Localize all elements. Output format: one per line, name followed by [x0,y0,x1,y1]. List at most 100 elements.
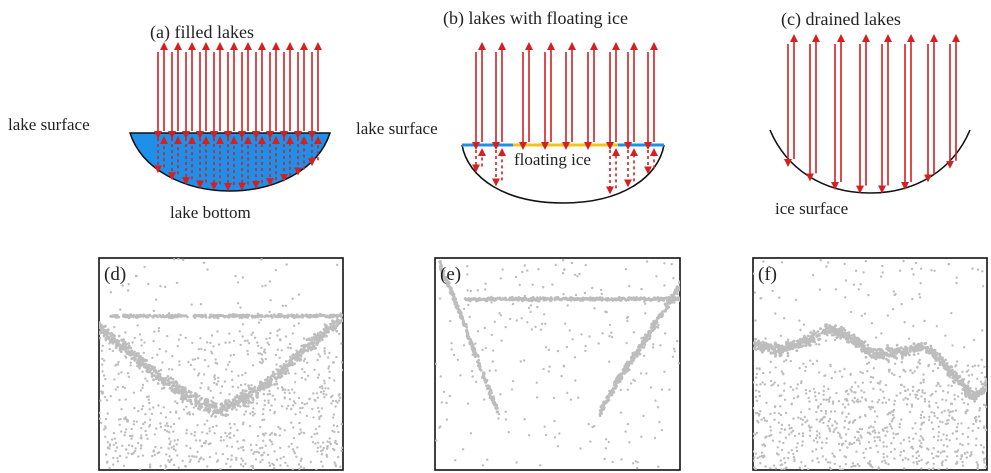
photon-point [763,419,767,422]
photon-point [118,454,122,458]
photon-point [196,374,200,377]
photon-point [124,331,127,334]
photon-point [933,414,936,418]
photon-point [928,400,931,403]
photon-point [205,341,209,344]
photon-point [295,455,298,458]
photon-point [511,380,515,383]
photon-point [446,283,450,286]
photon-point [225,435,229,438]
photon-point [533,297,536,301]
photon-point [323,379,326,382]
photon-point [919,381,922,385]
photon-point [338,399,341,402]
photon-point [850,385,854,389]
photon-point [341,368,343,372]
photon-point [231,403,235,406]
photon-point [827,387,830,391]
photon-point [847,412,850,415]
photon-point [825,326,828,329]
photon-point [251,410,254,414]
photon-point [778,412,781,415]
photon-point [927,448,930,451]
photon-point [241,459,245,462]
photon-point [314,346,318,350]
photon-point [178,363,181,367]
photon-point [521,297,525,301]
photon-point [874,336,878,339]
photon-point [635,351,639,355]
photon-point [784,359,788,362]
photon-point [769,360,772,364]
photon-point [203,408,206,412]
photon-point [856,400,860,404]
photon-point [192,314,196,318]
photon-point [869,380,872,384]
photon-point [628,284,631,288]
photon-point [228,360,231,364]
photon-point [172,445,176,448]
photon-point [551,283,554,286]
photon-point [188,460,191,464]
photon-point [296,355,300,359]
photon-point [583,291,587,295]
photon-point [154,369,158,372]
photon-point [123,340,127,344]
photon-point [117,360,120,364]
photon-point [264,284,267,287]
photon-point [233,398,237,402]
photon-point [982,426,986,430]
photon-point [230,314,234,318]
photon-point [99,399,102,402]
photon-point [259,318,263,322]
photon-point [632,378,635,382]
photon-point [329,313,333,317]
photon-point [631,356,635,360]
photon-point [164,376,168,380]
photon-point [900,418,903,421]
panel-f-frame [752,257,988,471]
photon-point [970,373,974,376]
photon-point [908,410,912,414]
photon-point [198,457,201,461]
photon-point [200,382,203,385]
photon-point [334,405,337,408]
photon-point [852,283,856,286]
photon-point [937,431,941,434]
photon-point [486,384,490,388]
photon-point [833,428,836,431]
photon-point [226,444,229,448]
photon-point [239,394,243,398]
photon-point [301,368,304,371]
photon-point [181,258,185,261]
photon-point [567,298,570,301]
photon-point [328,376,331,380]
panel-a-title: (a) filled lakes [150,22,254,43]
photon-point [230,454,233,457]
photon-point [811,450,814,453]
photon-point [904,389,907,392]
photon-point [578,272,581,276]
photon-point [955,281,958,285]
photon-point [884,461,887,465]
photon-point [256,341,259,344]
photon-point [756,347,760,350]
photon-point [961,443,964,447]
photon-point [926,461,930,464]
photon-point [670,263,673,266]
photon-point [753,291,757,294]
photon-point [294,402,297,405]
photon-point [192,406,195,409]
photon-point [892,436,895,440]
photon-point [771,439,775,442]
photon-point [127,452,130,455]
photon-point [170,389,174,393]
photon-point [323,349,326,353]
photon-point [233,402,237,406]
photon-point [946,455,949,458]
photon-point [221,452,225,456]
photon-point [450,342,453,345]
photon-point [140,427,143,430]
photon-point [960,392,964,395]
photon-point [879,380,882,383]
